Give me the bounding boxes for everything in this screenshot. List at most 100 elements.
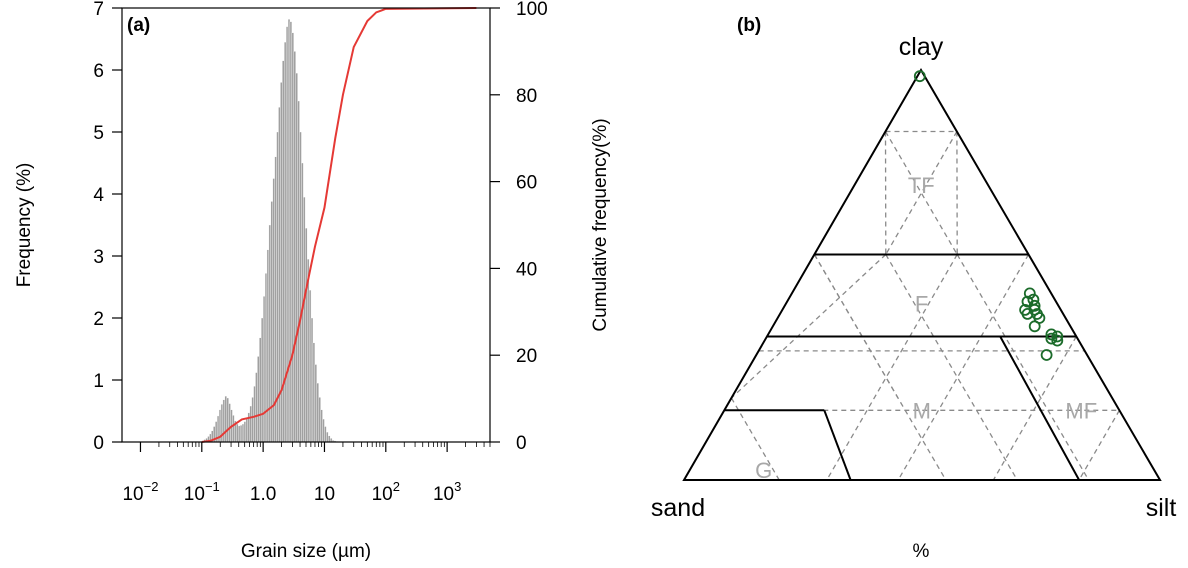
right-y-tick-label: 100 (516, 0, 548, 20)
grid-line (992, 336, 1077, 481)
right-y-tick-label: 80 (516, 86, 537, 107)
region-label: MF (1065, 398, 1097, 423)
histogram-bar (264, 273, 268, 443)
histogram-bar (249, 405, 252, 443)
ternary-axis-label: % (913, 541, 930, 562)
boundary-line (823, 409, 852, 481)
histogram-bar (308, 289, 312, 443)
panel-label-a: (a) (127, 15, 150, 36)
histogram-bar (224, 395, 227, 443)
histogram-bar (241, 423, 245, 443)
class-boundaries (724, 253, 1080, 481)
region-label: G (755, 458, 772, 483)
x-tick-label: 103 (433, 479, 461, 505)
histogram-bar (259, 337, 262, 443)
histogram-bar (261, 317, 264, 443)
right-y-tick-label: 40 (516, 259, 537, 280)
y-axis-ticks: 0 1 2 3 4 5 6 7 (93, 0, 122, 454)
region-labels: TF F M MF G (755, 173, 1097, 483)
grid-line (885, 254, 1018, 481)
histogram-bar (312, 342, 316, 443)
histogram-bar (297, 100, 300, 443)
histogram-bar (255, 372, 258, 443)
grid-line (813, 254, 899, 399)
histogram-bar (266, 249, 270, 443)
right-y-axis-label: Cumulative frequency(%) (590, 118, 611, 331)
grid-line (1078, 409, 1120, 481)
cumulative-frequency-curve (201, 7, 477, 443)
histogram-bar (251, 397, 254, 443)
histogram-bar (287, 18, 291, 443)
grid-line (730, 397, 780, 481)
sample-point (913, 70, 926, 83)
histogram-bar (310, 317, 314, 443)
histogram-bar (328, 435, 331, 443)
y-tick-label: 2 (93, 309, 104, 330)
x-tick-label: 102 (372, 479, 400, 505)
grid-line (730, 254, 887, 399)
histogram-bar (293, 51, 296, 443)
y-tick-label: 7 (93, 0, 104, 20)
histogram-bar (253, 386, 256, 443)
sample-point (1040, 349, 1053, 361)
sample-point (1028, 299, 1041, 312)
ternary-diagram: TF F M MF G (b) clay sand silt % (651, 15, 1176, 562)
y-tick-label: 4 (93, 185, 104, 206)
sample-point (1045, 328, 1058, 341)
grid-line (885, 131, 958, 255)
histogram-bar (299, 131, 302, 443)
x-tick-label: 10−1 (184, 479, 220, 505)
right-y-axis-ticks: 0 20 40 60 80 100 (490, 0, 548, 454)
histogram-bar (295, 72, 298, 443)
histogram-bar (322, 418, 325, 443)
vertex-label-clay: clay (899, 33, 944, 61)
sample-point (1023, 287, 1036, 300)
y-tick-label: 6 (93, 61, 104, 82)
ternary-grid (724, 130, 1120, 481)
histogram-bar (222, 399, 225, 443)
histogram-bar (238, 425, 241, 443)
region-label: M (913, 398, 931, 423)
vertex-label-silt: silt (1146, 494, 1177, 522)
grid-line (884, 131, 958, 255)
histogram-bar (262, 296, 266, 443)
x-tick-label: 10 (314, 484, 335, 505)
x-axis-label: Grain size (µm) (241, 541, 371, 562)
x-axis-ticks: 10−2 10−1 1.0 10 102 103 (122, 442, 491, 505)
grid-line (956, 254, 1090, 481)
grain-size-distribution-chart: 10−2 10−1 1.0 10 102 103 0 1 2 3 4 5 6 7 0 20 40 60 80 10… (14, 0, 611, 562)
boundary-line (999, 336, 1080, 481)
sample-point (1028, 320, 1041, 333)
frequency-histogram (201, 18, 340, 443)
histogram-bar (305, 227, 308, 443)
grid-line (897, 254, 1030, 481)
histogram-bar (324, 426, 327, 443)
grid-line (826, 254, 958, 481)
histogram-bar (257, 356, 260, 443)
sample-point (1045, 332, 1058, 345)
histogram-bar (289, 21, 293, 443)
ternary-outline (682, 68, 1162, 481)
histogram-bar (243, 421, 247, 443)
histogram-bar (326, 431, 329, 443)
panel-label-b: (b) (737, 15, 761, 36)
right-y-tick-label: 0 (516, 433, 527, 454)
histogram-bar (318, 397, 321, 443)
histogram-bar (239, 425, 243, 443)
histogram-bar (226, 397, 229, 443)
histogram-bar (291, 32, 294, 443)
region-label: TF (908, 173, 935, 198)
y-tick-label: 3 (93, 247, 104, 268)
y-axis-label: Frequency (%) (14, 163, 35, 288)
y-tick-label: 0 (93, 433, 104, 454)
right-y-tick-label: 20 (516, 346, 537, 367)
histogram-bar (236, 423, 239, 443)
histogram-bar (228, 403, 231, 443)
histogram-bar (320, 409, 323, 443)
histogram-bar (316, 382, 319, 443)
sample-point (1051, 334, 1064, 347)
x-tick-label: 10−2 (122, 479, 158, 505)
region-label: F (915, 292, 928, 317)
histogram-bar (303, 196, 306, 443)
right-y-tick-label: 60 (516, 173, 537, 194)
